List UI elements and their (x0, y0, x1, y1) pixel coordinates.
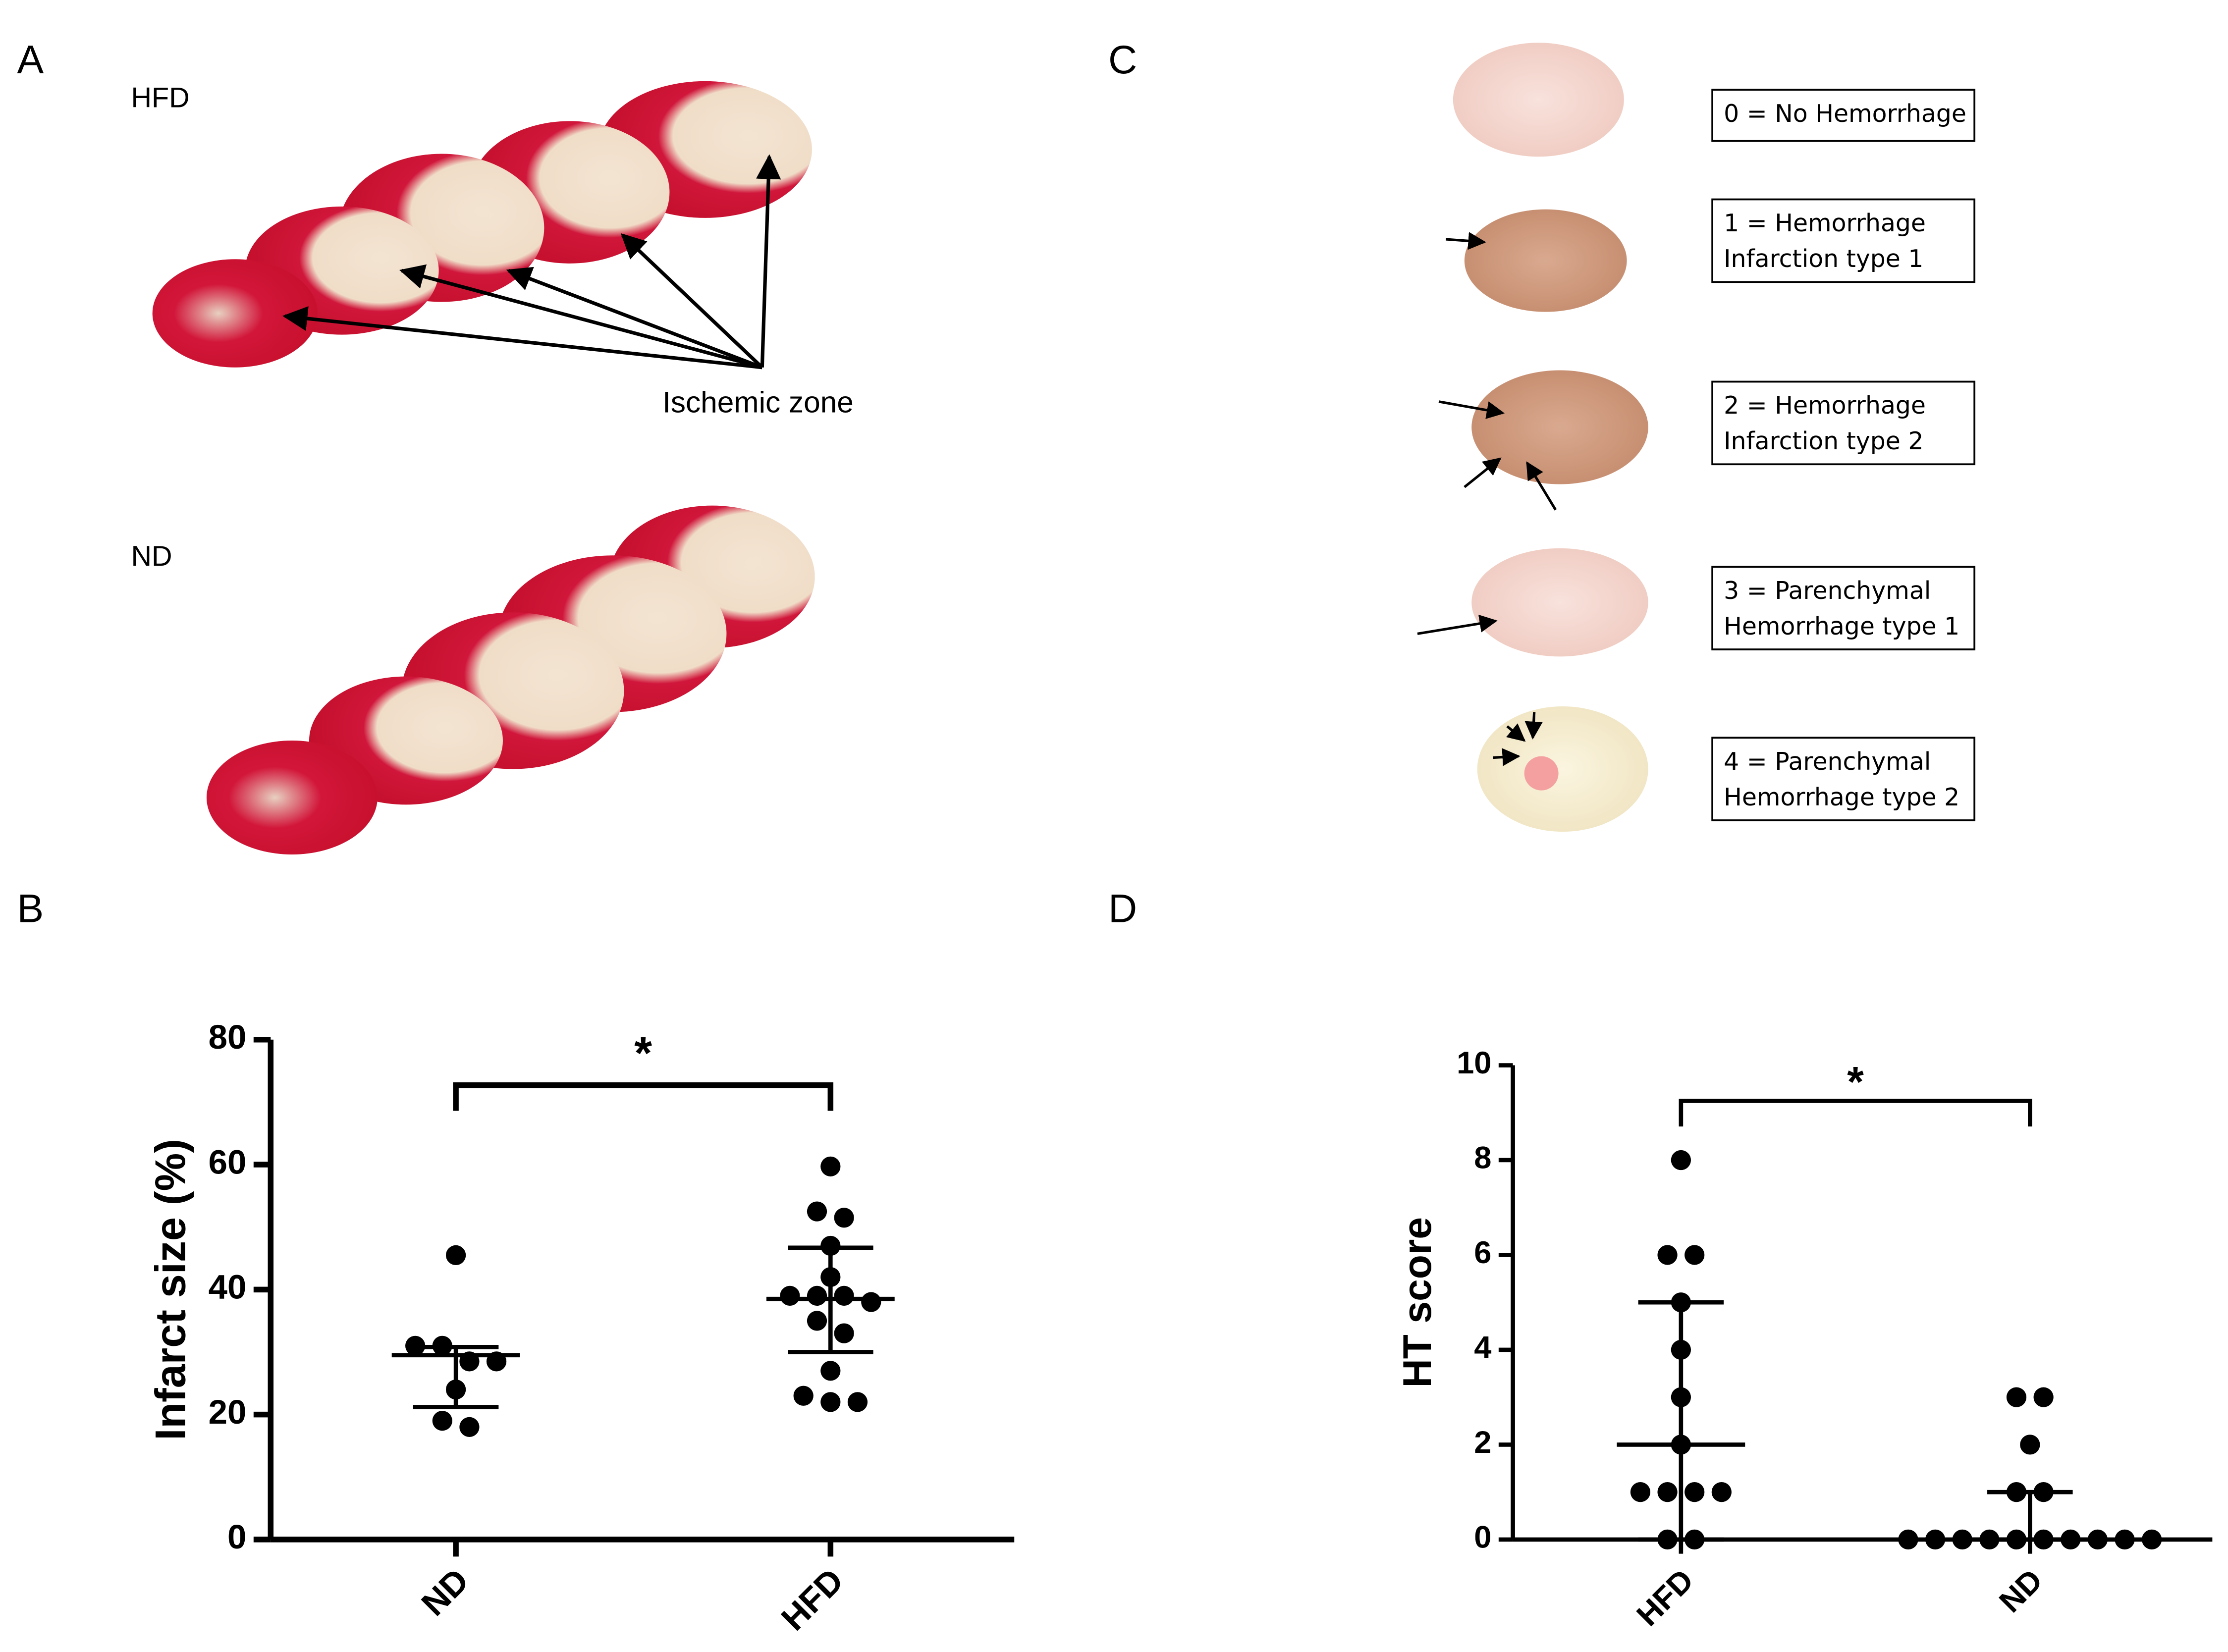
brain-slices-hfd (152, 81, 812, 368)
x-tick-label: HFD (1630, 1563, 1700, 1633)
data-point (807, 1285, 827, 1306)
significance-bracket (1679, 1099, 2032, 1127)
significance-bracket (453, 1082, 834, 1111)
score-text: Infarction type 2 (1724, 427, 1923, 455)
score-text: 2 = Hemorrhage (1724, 391, 1926, 420)
x-tick-label: ND (1993, 1563, 2049, 1619)
score-text: 3 = Parenchymal (1724, 577, 1931, 605)
x-tick-label: ND (414, 1561, 476, 1623)
panel-label: B (17, 886, 44, 931)
score-text: Hemorrhage type 2 (1724, 783, 1959, 811)
score-box (1711, 566, 1976, 650)
y-tick-label: 0 (1474, 1520, 1491, 1555)
score-text: 1 = Hemorrhage (1724, 209, 1926, 237)
y-tick-label: 0 (227, 1518, 246, 1556)
data-point (847, 1392, 868, 1412)
panel-label: C (1108, 38, 1137, 82)
row-label: ND (131, 540, 172, 572)
y-tick-label: 80 (209, 1018, 247, 1056)
data-point (2115, 1529, 2135, 1549)
charts: 0 20 40 60 80 Infarct size (%) ND HFD * 0 2 4 6 8 10 HT… (147, 1018, 2213, 1638)
x-tick-label: HFD (774, 1561, 851, 1638)
score-box (1711, 737, 1976, 821)
data-point (780, 1285, 800, 1306)
data-point (1898, 1529, 1918, 1549)
significance-label: * (1847, 1059, 1864, 1106)
panel-label: D (1108, 886, 1137, 931)
y-axis-label: HT score (1395, 1217, 1440, 1387)
row-label: HFD (131, 82, 190, 113)
data-point (1630, 1482, 1651, 1502)
data-point (861, 1292, 881, 1312)
data-point (1711, 1482, 1732, 1502)
data-point (2033, 1387, 2054, 1407)
score-text: 0 = No Hemorrhage (1724, 100, 1966, 128)
score-text: Hemorrhage type 1 (1724, 612, 1959, 640)
data-point (1925, 1529, 1946, 1549)
data-point (1671, 1150, 1691, 1171)
y-axis-label: Infarct size (%) (147, 1139, 195, 1440)
data-point (820, 1156, 841, 1176)
y-tick-label: 10 (1457, 1046, 1491, 1080)
data-point (807, 1311, 827, 1331)
data-point (1952, 1529, 1972, 1549)
score-legend: 0 = No Hemorrhage 1 = Hemorrhage Infarctio… (1711, 89, 1976, 821)
score-box (1711, 89, 1976, 142)
data-point (834, 1323, 854, 1343)
data-point (1657, 1482, 1678, 1502)
data-point (834, 1208, 854, 1228)
brain-photos (1453, 43, 1648, 832)
y-tick-label: 8 (1474, 1141, 1491, 1175)
score-text: 4 = Parenchymal (1724, 747, 1931, 776)
brain-slices-nd (206, 505, 815, 854)
data-point (445, 1245, 466, 1266)
score-box (1711, 380, 1976, 466)
arrows (1417, 232, 1557, 766)
data-point (820, 1361, 841, 1381)
y-tick-label: 40 (209, 1268, 247, 1306)
data-point (820, 1392, 841, 1412)
y-tick-label: 20 (209, 1393, 247, 1431)
data-point (1685, 1245, 1705, 1265)
score-box (1711, 198, 1976, 283)
data-point (432, 1411, 452, 1431)
y-tick-label: 2 (1474, 1425, 1491, 1460)
arrows (282, 154, 781, 370)
panel-label: A (17, 38, 44, 82)
y-tick-label: 6 (1474, 1235, 1491, 1270)
data-point (2087, 1529, 2108, 1549)
score-text: Infarction type 1 (1724, 245, 1923, 273)
data-point (1685, 1482, 1705, 1502)
data-point (793, 1386, 814, 1406)
significance-label: * (634, 1028, 652, 1079)
data-point (2020, 1435, 2040, 1455)
y-tick-label: 60 (209, 1143, 247, 1181)
data-point (834, 1285, 854, 1306)
y-tick-label: 4 (1474, 1331, 1491, 1365)
data-point (459, 1417, 480, 1437)
annotation: Ischemic zone (662, 385, 854, 419)
data-point (807, 1201, 827, 1222)
data-point (2006, 1387, 2027, 1407)
data-point (2142, 1529, 2162, 1549)
data-point (1657, 1245, 1678, 1265)
